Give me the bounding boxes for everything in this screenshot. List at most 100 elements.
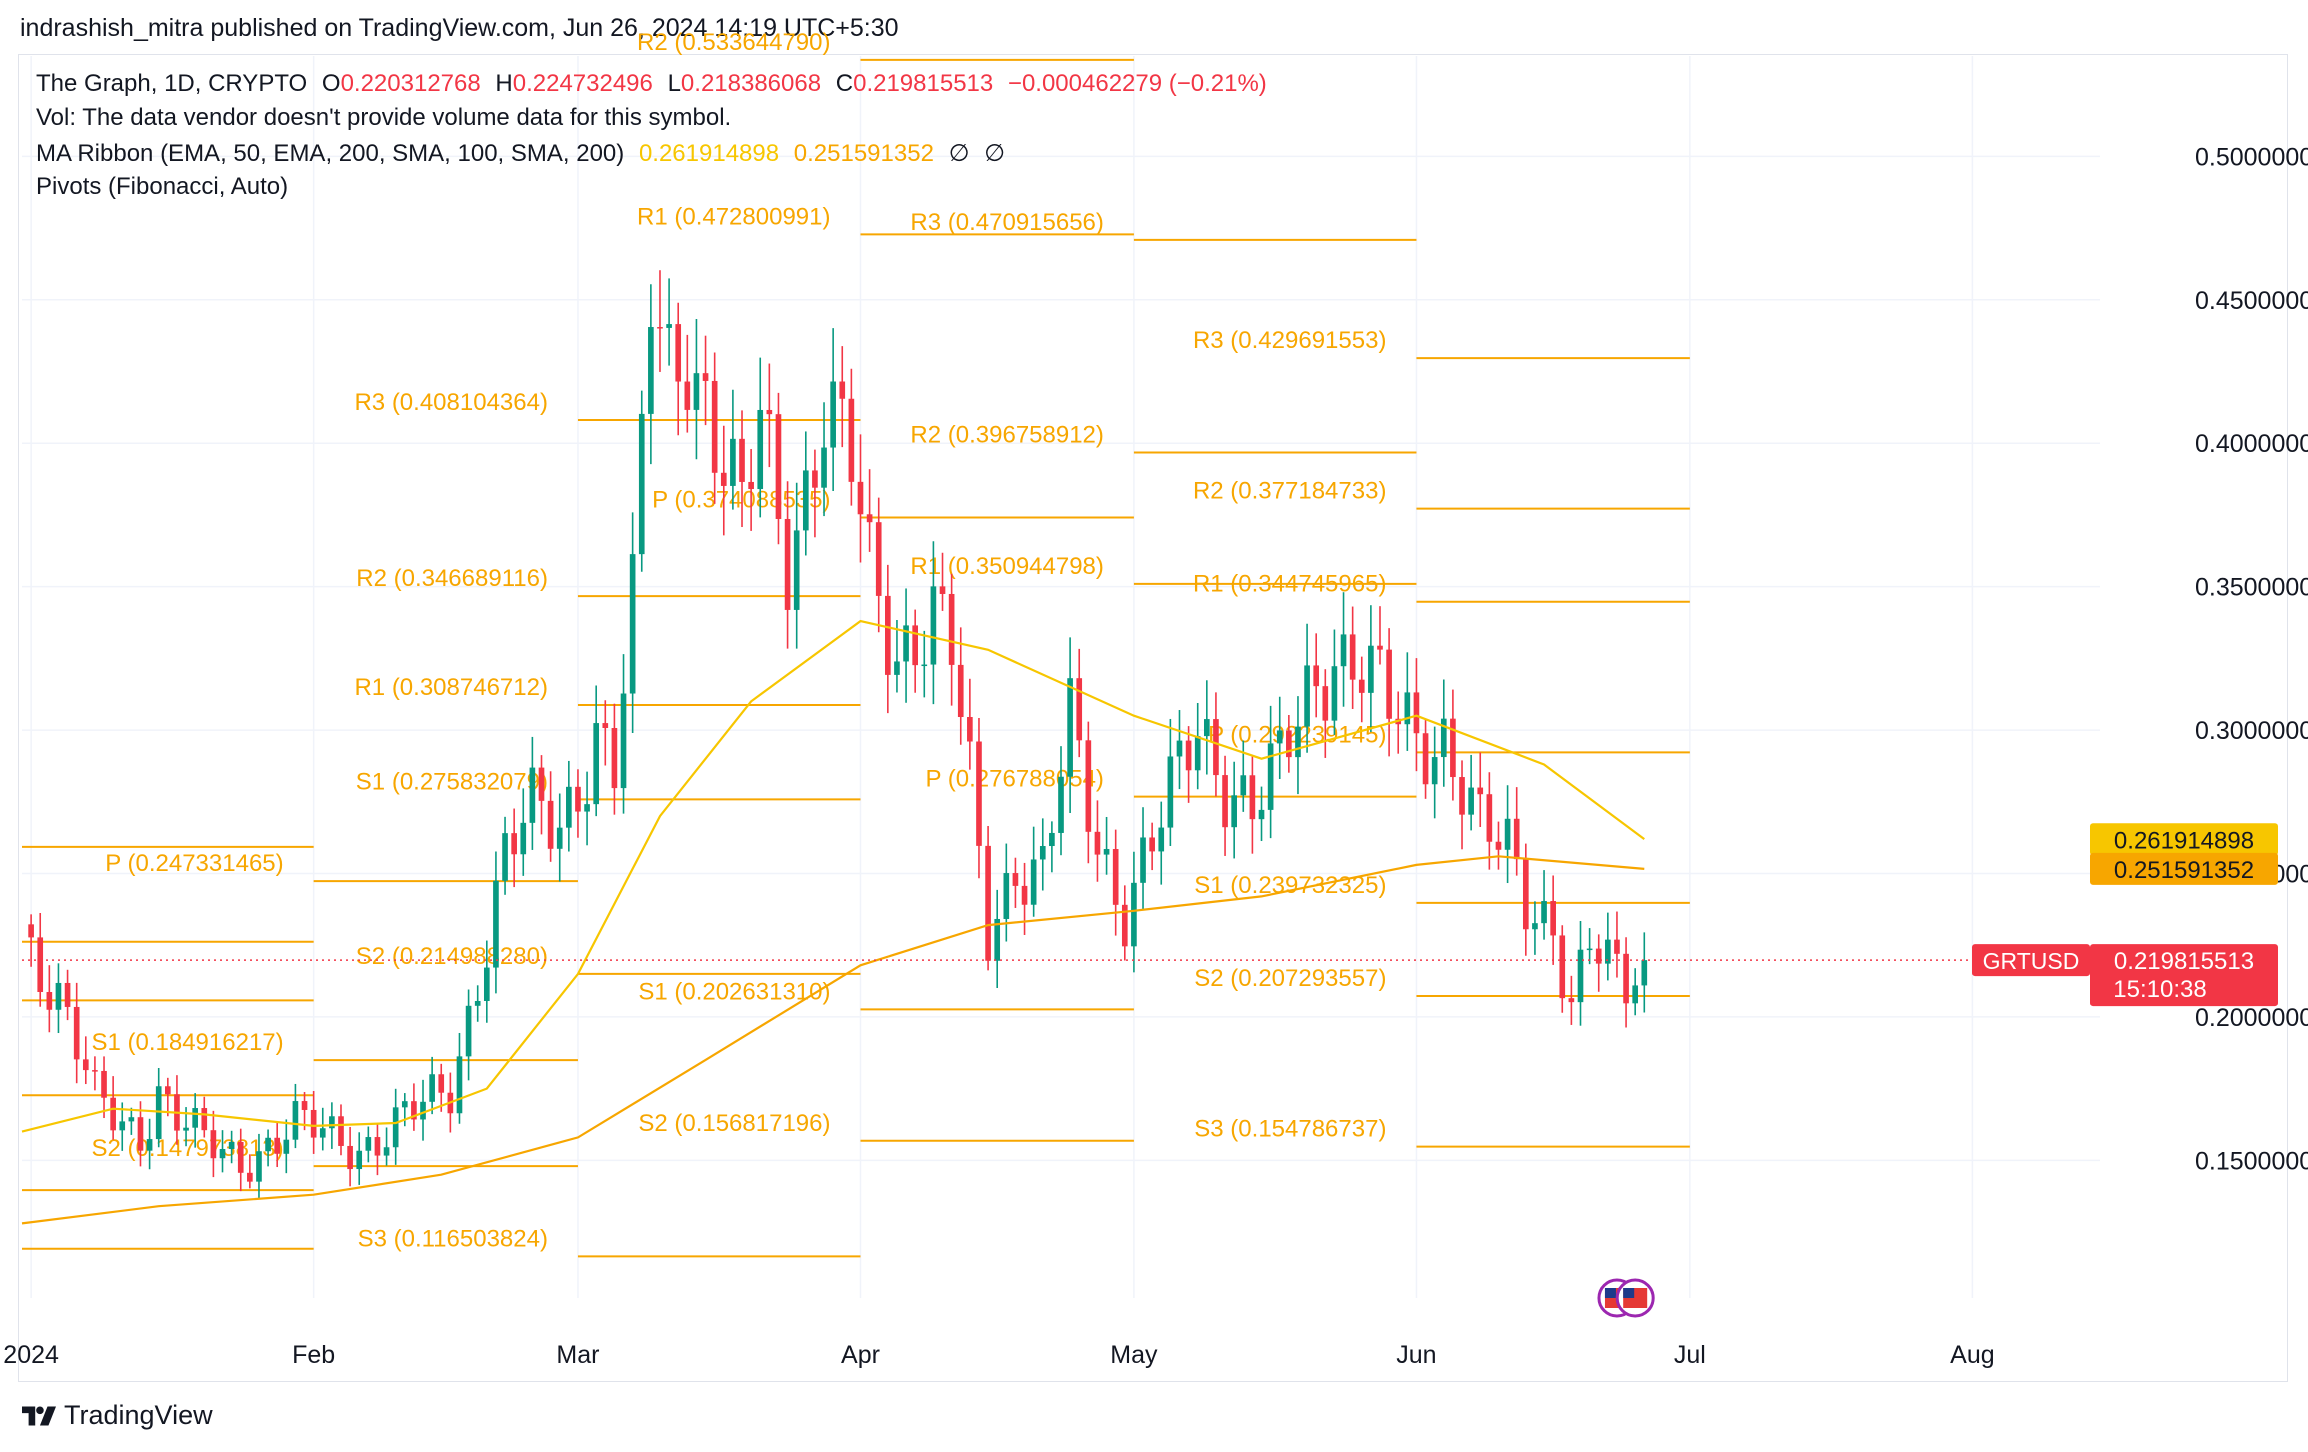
candle-body (812, 470, 818, 488)
candle-body (465, 1005, 472, 1057)
candle-body (28, 924, 34, 938)
y-axis-tick-label: 0.400000000 (2195, 430, 2308, 458)
pivot-level-label: S2 (0.156817196) (638, 1110, 830, 1137)
candle-body (1340, 634, 1347, 667)
candle-body (1140, 837, 1146, 883)
candle-body (912, 625, 919, 666)
candle-body (1103, 849, 1110, 855)
candle-body (1450, 718, 1456, 778)
x-axis-tick-label: Jul (1674, 1341, 1706, 1369)
tradingview-brand[interactable]: TradingView (22, 1400, 213, 1431)
candle-body (1058, 776, 1064, 833)
candle-body (1030, 859, 1037, 905)
pivot-level-label: S1 (0.275832079) (356, 768, 548, 795)
candle-body (1304, 665, 1310, 727)
x-axis-tick-label: May (1110, 1341, 1158, 1369)
candle-body (547, 800, 554, 849)
candle-body (1313, 665, 1320, 687)
candle-body (493, 880, 499, 968)
ma-price-tag[interactable] (2090, 823, 2278, 856)
candle-body (529, 767, 536, 823)
candle-body (1322, 686, 1329, 721)
ma-price-tag[interactable] (2090, 852, 2278, 885)
candle-body (237, 1141, 244, 1173)
candle-body (1021, 885, 1028, 905)
candle-body (748, 481, 754, 490)
candle-body (1495, 841, 1502, 850)
candle-body (1049, 832, 1055, 847)
legend-change: −0.000462279 (−0.21%) (1007, 70, 1267, 97)
legend-ma-ribbon-row[interactable]: MA Ribbon (EMA, 50, EMA, 200, SMA, 100, … (36, 139, 1013, 168)
x-axis-tick-label: 2024 (3, 1341, 59, 1369)
candle-body (967, 717, 973, 742)
candle-body (329, 1116, 335, 1129)
candle-body (1586, 948, 1593, 951)
legend-symbol[interactable]: The Graph, 1D, CRYPTO (36, 70, 308, 97)
pivot-level-label: P (0.276788054) (926, 766, 1104, 793)
legend-pivots[interactable]: Pivots (Fibonacci, Auto) (36, 173, 289, 200)
last-price-tag[interactable] (2090, 944, 2278, 1007)
candle-body (538, 767, 545, 801)
x-axis-tick-label: Jun (1396, 1341, 1436, 1369)
symbol-tag-label: GRTUSD (1983, 948, 2080, 974)
candle-body (1240, 775, 1247, 796)
candle-body (1012, 873, 1019, 886)
candle-body (37, 937, 44, 993)
candle-body (228, 1141, 235, 1150)
pivot-level-label: P (0.247331465) (105, 850, 283, 877)
candle-body (338, 1116, 344, 1146)
candle-body (793, 530, 800, 610)
candle-body (1522, 859, 1529, 930)
candle-body (64, 982, 71, 1007)
candle-body (1267, 743, 1274, 810)
symbol-tag[interactable] (1972, 944, 2090, 977)
chart-frame[interactable] (18, 54, 2288, 1382)
candle-body (802, 470, 809, 531)
candle-body (1541, 901, 1547, 924)
candle-body (1632, 985, 1639, 1004)
candle-body (1249, 775, 1256, 820)
candle-body (757, 409, 764, 490)
candle-body (283, 1139, 290, 1154)
candle-body (1094, 831, 1101, 855)
candle-body (784, 518, 791, 610)
y-axis-tick-label: 0.350000000 (2195, 574, 2308, 602)
candle-body (411, 1101, 417, 1120)
candle-body (711, 380, 718, 473)
candle-body (46, 992, 53, 1010)
candle-body (994, 918, 1001, 961)
candle-body (894, 661, 900, 675)
x-axis-tick-label: Apr (841, 1341, 880, 1369)
pivot-level-label: R1 (0.350944798) (910, 553, 1103, 580)
candle-body (401, 1101, 408, 1108)
candle-body (1386, 649, 1392, 719)
candle-body (201, 1108, 208, 1131)
candle-body (55, 982, 62, 1010)
x-axis-tick-label: Feb (292, 1341, 335, 1369)
candle-body (183, 1127, 189, 1131)
candle-body (1577, 949, 1584, 1003)
candle-body (365, 1137, 372, 1151)
candle-body (702, 373, 709, 381)
y-axis-tick-label: 0.300000000 (2195, 717, 2308, 745)
candle-body (1559, 935, 1566, 999)
candle-body (119, 1121, 126, 1131)
candle-body (1167, 756, 1174, 828)
candle-body (1276, 730, 1283, 744)
candle-body (866, 514, 873, 523)
candle-body (420, 1101, 426, 1120)
candle-body (511, 833, 517, 855)
candle-body (1568, 998, 1575, 1003)
candle-body (629, 554, 636, 694)
last-price-countdown: 15:10:38 (2113, 976, 2206, 1003)
candle-body (1422, 733, 1429, 785)
candle-body (374, 1137, 381, 1156)
candle-body (648, 327, 654, 414)
pivot-level-label: R2 (0.396758912) (910, 422, 1103, 449)
candle-body (939, 586, 946, 594)
candle-body (164, 1086, 171, 1095)
candle-body (1067, 678, 1073, 777)
candle-body (383, 1147, 390, 1156)
candle-body (666, 324, 672, 328)
